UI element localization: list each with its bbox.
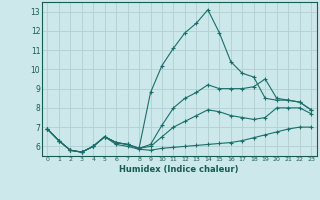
X-axis label: Humidex (Indice chaleur): Humidex (Indice chaleur) [119, 165, 239, 174]
